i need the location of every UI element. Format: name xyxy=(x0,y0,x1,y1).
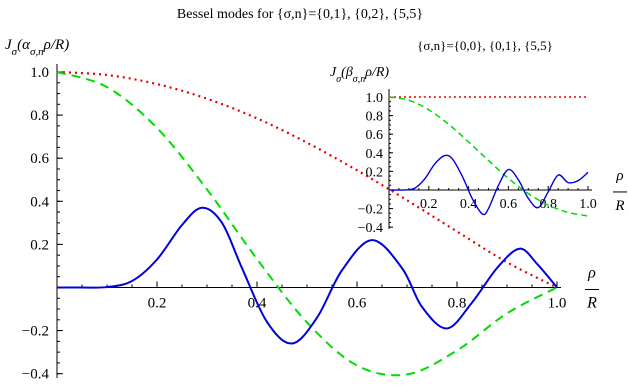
main-x-tick-label: 0.8 xyxy=(448,295,467,311)
main-y-tick-label: 0.8 xyxy=(30,108,49,124)
inset-y-tick-label: 0.4 xyxy=(366,147,384,162)
inset-series-2 xyxy=(388,154,589,216)
inset-y-tick-label: 1.0 xyxy=(366,91,384,106)
inset-chart: {σ,n}={0,0}, {0,1}, {5,5} Jσ(βσ,nρ/R) 0.2 0… xyxy=(330,38,627,236)
main-x-tick-label: 0.2 xyxy=(148,295,167,311)
main-y-tick-label: −0.2 xyxy=(22,324,49,340)
inset-y-tick-label: −0.4 xyxy=(358,221,383,236)
main-y-tick-label: 0.6 xyxy=(30,151,49,167)
main-y-tick-label: 0.4 xyxy=(30,194,49,210)
main-y-tick-label: 0.2 xyxy=(30,237,49,253)
inset-x-axis-label-den: R xyxy=(614,198,624,214)
main-y-axis-label: Jσ(ασ,nρ/R) xyxy=(5,37,69,58)
main-y-tick-label: −0.4 xyxy=(22,367,50,383)
main-y-tick-label: 1.0 xyxy=(30,65,49,81)
main-series-2 xyxy=(56,206,558,345)
inset-series-1 xyxy=(388,96,589,217)
main-x-tick-label: 0.6 xyxy=(348,295,367,311)
main-x-axis-label-num: ρ xyxy=(587,264,596,281)
main-series-1 xyxy=(56,71,558,377)
inset-y-tick-label: 0.8 xyxy=(366,110,384,125)
main-chart: Bessel modes for {σ,n}={0,1}, {0,2}, {5,… xyxy=(5,7,599,383)
inset-y-tick-label: 0.2 xyxy=(366,165,384,180)
main-title: Bessel modes for {σ,n}={0,1}, {0,2}, {5,… xyxy=(177,7,423,22)
main-x-axis-label-den: R xyxy=(586,294,597,311)
main-x-tick-label: 1.0 xyxy=(548,295,567,311)
inset-y-axis-label: Jσ(βσ,nρ/R) xyxy=(330,65,389,85)
inset-x-tick-label: 0.2 xyxy=(420,197,438,212)
inset-x-tick-label: 1.0 xyxy=(579,197,597,212)
inset-x-tick-label: 0.6 xyxy=(500,197,518,212)
inset-title: {σ,n}={0,0}, {0,1}, {5,5} xyxy=(417,38,553,53)
inset-x-axis-label-num: ρ xyxy=(615,168,623,184)
inset-y-tick-label: 0.6 xyxy=(366,128,384,143)
inset-y-tick-label: −0.2 xyxy=(358,203,383,218)
